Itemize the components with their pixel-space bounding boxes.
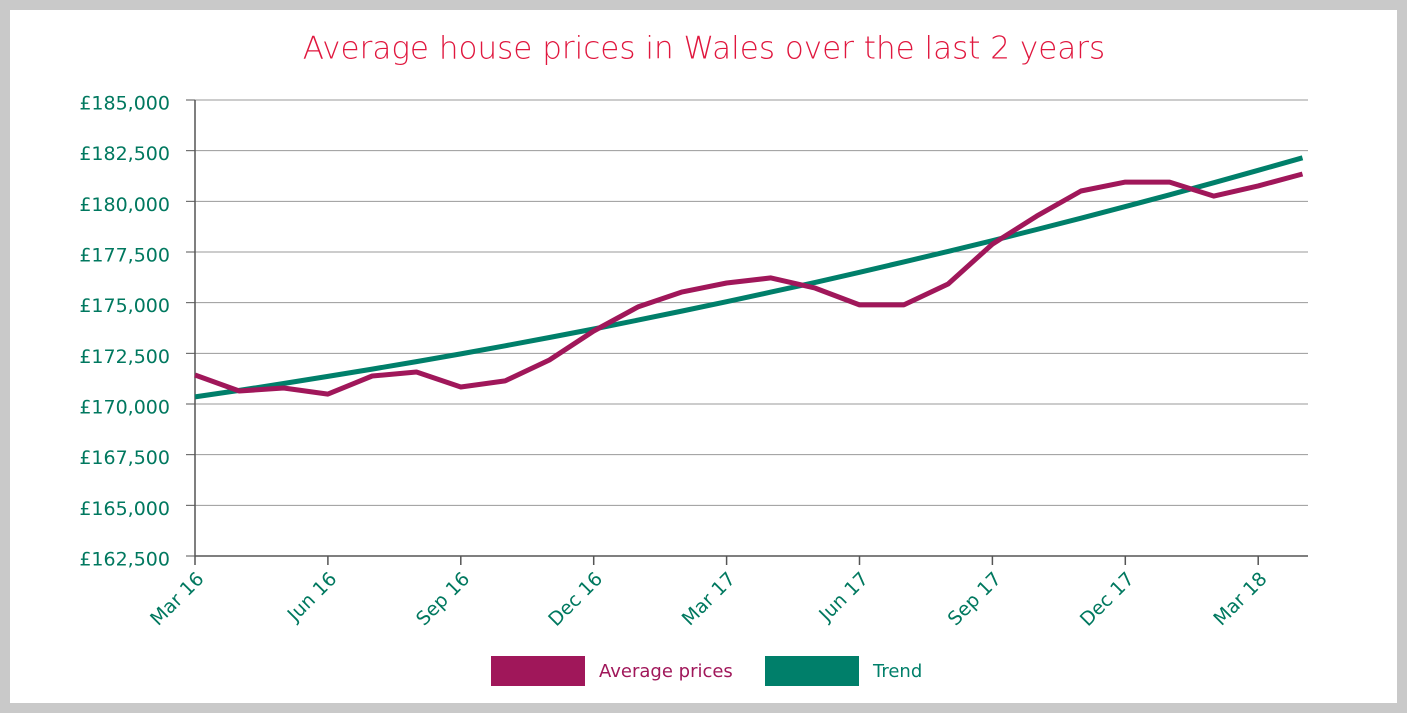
y-tick-label: £172,500 — [79, 346, 170, 368]
y-tick-label: £185,000 — [79, 93, 170, 115]
y-tick-label: £162,500 — [79, 549, 170, 571]
y-tick-label: £180,000 — [79, 194, 170, 216]
y-tick-label: £165,000 — [79, 498, 170, 520]
y-tick-label: £175,000 — [79, 295, 170, 317]
legend-swatch — [765, 656, 859, 686]
legend-swatch — [491, 656, 585, 686]
y-tick-label: £170,000 — [79, 397, 170, 419]
chart-title: Average house prices in Wales over the l… — [303, 31, 1105, 67]
y-tick-label: £177,500 — [79, 245, 170, 267]
y-tick-label: £182,500 — [79, 143, 170, 165]
legend-label: Trend — [872, 661, 922, 682]
y-tick-label: £167,500 — [79, 447, 170, 469]
legend-label: Average prices — [599, 661, 733, 682]
panel — [10, 10, 1397, 703]
line-series — [194, 155, 1304, 400]
line-series — [194, 171, 1304, 397]
